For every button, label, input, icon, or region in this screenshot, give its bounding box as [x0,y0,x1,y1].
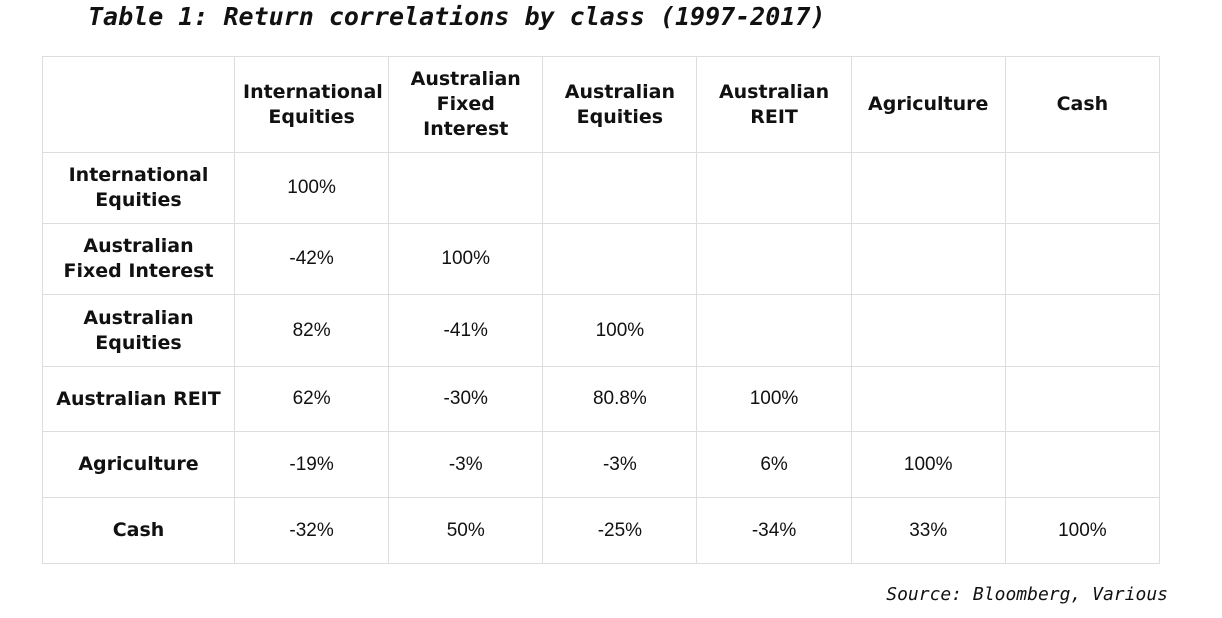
row-label: Australian REIT [42,366,235,432]
value-cell: -30% [388,366,544,432]
value-cell: 33% [850,497,1006,564]
value-cell: -34% [696,497,852,564]
empty-cell [1004,152,1161,224]
table-row: Agriculture -19% -3% -3% 6% 100% [42,431,1161,498]
value-cell: 100% [696,366,852,432]
value-cell: 100% [542,294,698,367]
table-row: Cash -32% 50% -25% -34% 33% 100% [42,497,1161,564]
empty-cell [850,366,1006,432]
value-cell: 100% [233,152,390,224]
value-cell: 80.8% [542,366,698,432]
value-cell: -3% [388,431,544,498]
row-label: Agriculture [42,431,235,498]
empty-cell [850,223,1006,295]
column-header: International Equities [233,56,390,153]
table-title: Table 1: Return correlations by class (1… [88,2,826,31]
table-row: Australian Fixed Interest -42% 100% [42,223,1161,295]
correlation-table: International Equities Australian Fixed I… [42,56,1161,564]
row-label: Australian Equities [42,294,235,367]
empty-cell [542,223,698,295]
value-cell: 50% [388,497,544,564]
empty-cell [850,152,1006,224]
row-label: International Equities [42,152,235,224]
value-cell: 100% [850,431,1006,498]
value-cell: 6% [696,431,852,498]
column-header: Australian Equities [542,56,698,153]
value-cell: 62% [233,366,390,432]
value-cell: -42% [233,223,390,295]
table-row: Australian REIT 62% -30% 80.8% 100% [42,366,1161,432]
value-cell: 100% [388,223,544,295]
row-label: Australian Fixed Interest [42,223,235,295]
column-header: Australian Fixed Interest [388,56,544,153]
empty-cell [1004,366,1161,432]
table-row: Australian Equities 82% -41% 100% [42,294,1161,367]
empty-cell [696,223,852,295]
value-cell: -3% [542,431,698,498]
empty-cell [388,152,544,224]
empty-cell [1004,223,1161,295]
row-label: Cash [42,497,235,564]
value-cell: -25% [542,497,698,564]
column-header: Australian REIT [696,56,852,153]
empty-cell [1004,294,1161,367]
corner-cell [42,56,235,153]
value-cell: -41% [388,294,544,367]
header-row: International Equities Australian Fixed I… [42,56,1161,153]
source-note: Source: Bloomberg, Various [886,584,1168,605]
empty-cell [542,152,698,224]
value-cell: 100% [1004,497,1161,564]
empty-cell [850,294,1006,367]
column-header: Cash [1004,56,1161,153]
value-cell: 82% [233,294,390,367]
column-header: Agriculture [850,56,1006,153]
empty-cell [696,294,852,367]
empty-cell [696,152,852,224]
empty-cell [1004,431,1161,498]
value-cell: -19% [233,431,390,498]
table-row: International Equities 100% [42,152,1161,224]
value-cell: -32% [233,497,390,564]
